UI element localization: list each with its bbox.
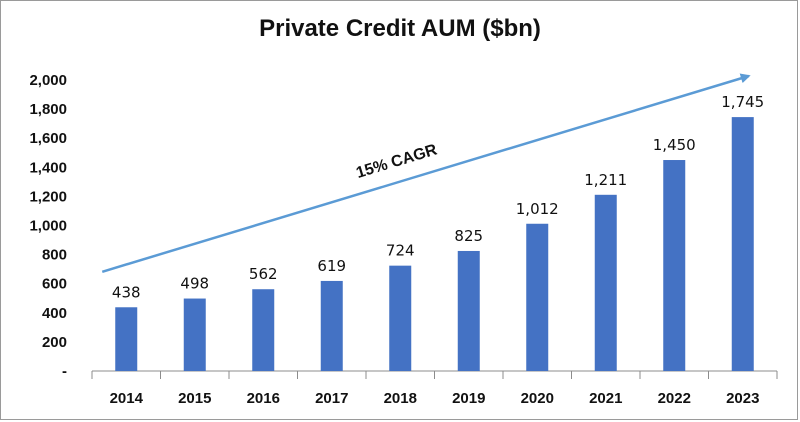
data-label: 438 [112, 283, 141, 301]
x-tick-label: 2015 [178, 390, 211, 407]
x-tick-label: 2021 [589, 390, 622, 407]
y-tick-label: 400 [42, 305, 67, 322]
data-label: 1,745 [721, 93, 764, 111]
y-tick-label: 200 [42, 334, 67, 351]
y-tick-label: 600 [42, 276, 67, 293]
bar [320, 280, 343, 371]
bar [183, 298, 206, 371]
data-label: 825 [454, 227, 483, 245]
x-tick-label: 2020 [521, 390, 554, 407]
bar [389, 265, 412, 371]
data-label: 562 [249, 265, 278, 283]
x-tick-label: 2017 [315, 390, 348, 407]
x-tick-label: 2022 [658, 390, 691, 407]
data-label: 724 [386, 242, 415, 260]
y-tick-label: - [62, 363, 67, 380]
bar [594, 194, 617, 371]
y-tick-label: 1,200 [29, 188, 67, 205]
bar [252, 289, 275, 371]
x-tick-label: 2014 [110, 390, 144, 407]
data-label: 1,211 [584, 171, 627, 189]
bar [115, 307, 138, 371]
y-tick-label: 1,800 [29, 101, 67, 118]
bar-series [115, 117, 754, 371]
y-axis: - 200 400 600 800 1,000 1,200 1,400 1,600 1,800 2,… [29, 72, 67, 380]
x-tick-label: 2016 [247, 390, 280, 407]
x-tick-label: 2019 [452, 390, 485, 407]
bar [457, 250, 480, 371]
chart-title: Private Credit AUM ($bn) [259, 15, 541, 42]
data-labels: 438 498 562 619 724 825 1,012 1,211 1,450 1,745 [112, 93, 764, 301]
trend-arrow [101, 73, 751, 273]
x-tick-label: 2018 [384, 390, 417, 407]
bar [526, 223, 549, 371]
x-axis: 2014 2015 2016 2017 2018 2019 2020 2021 2022 2023 [91, 370, 778, 407]
y-tick-label: 1,400 [29, 159, 67, 176]
trend-label: 15% CAGR [354, 141, 439, 182]
data-label: 619 [317, 257, 346, 275]
bar [731, 117, 754, 371]
y-tick-label: 800 [42, 247, 67, 264]
trend-annotation: 15% CAGR [101, 73, 751, 273]
bar [663, 160, 686, 371]
y-tick-label: 1,000 [29, 218, 67, 235]
data-label: 1,012 [516, 200, 559, 218]
data-label: 1,450 [653, 136, 696, 154]
y-tick-label: 1,600 [29, 130, 67, 147]
x-tick-label: 2023 [726, 390, 759, 407]
data-label: 498 [180, 275, 209, 293]
y-tick-label: 2,000 [29, 72, 67, 89]
